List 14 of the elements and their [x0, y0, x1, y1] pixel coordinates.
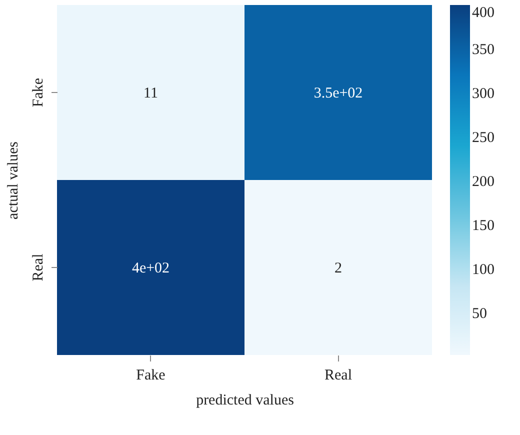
color-bar-label: 400	[472, 5, 494, 21]
color-bar-label: 200	[472, 174, 494, 190]
data-label: 2	[334, 260, 342, 276]
y-axis-title: actual values	[6, 141, 22, 220]
color-bar-label: 100	[472, 262, 494, 278]
data-label: 4e+02	[132, 260, 170, 276]
color-bar-label: 150	[472, 218, 494, 234]
color-bar-label: 250	[472, 130, 494, 146]
data-label: 11	[144, 86, 158, 102]
color-bar-label: 300	[472, 86, 494, 102]
color-bar-label: 350	[472, 42, 494, 58]
data-label: 3.5e+02	[314, 86, 363, 102]
x-axis-title: predicted values	[196, 392, 294, 408]
color-bar-label: 50	[472, 306, 487, 322]
